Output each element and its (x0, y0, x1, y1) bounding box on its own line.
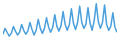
series-line (3, 4, 117, 36)
chart (0, 0, 120, 45)
plot-area (3, 4, 117, 36)
